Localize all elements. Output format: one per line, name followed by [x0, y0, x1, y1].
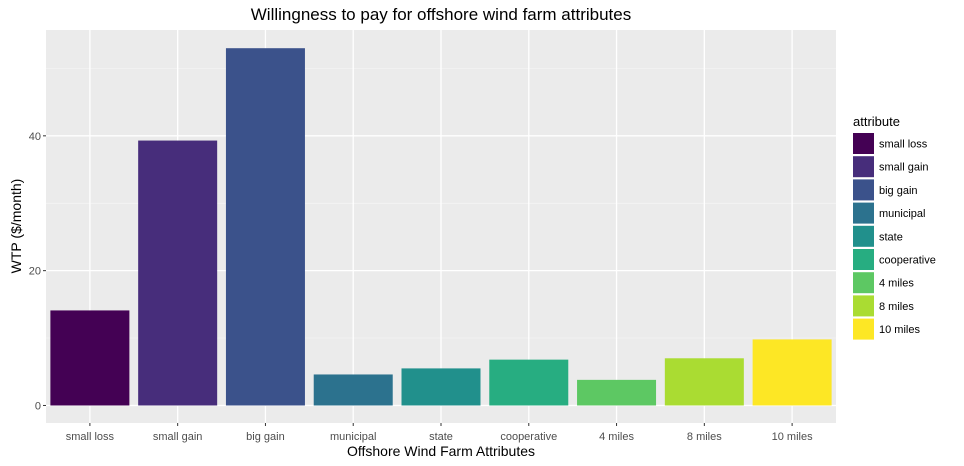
chart-title: Willingness to pay for offshore wind far… [251, 5, 631, 24]
x-axis-ticks: small loss small gain big gain municipal sta… [66, 423, 813, 443]
legend-label: 10 miles [879, 324, 920, 336]
legend-label: municipal [879, 208, 925, 220]
x-axis-title: Offshore Wind Farm Attributes [347, 443, 535, 459]
x-tick-label: 4 miles [599, 431, 634, 443]
bar-municipal [313, 374, 393, 406]
legend: attribute small loss small gain big gain mu… [853, 114, 936, 340]
x-tick-label: state [429, 431, 453, 443]
legend-label: state [879, 231, 903, 243]
bar-10-miles [752, 339, 832, 406]
legend-swatch [853, 249, 874, 270]
bar-8-miles [664, 358, 744, 406]
bar-state [401, 368, 481, 406]
x-tick-label: municipal [330, 431, 376, 443]
x-tick-label: big gain [246, 431, 285, 443]
legend-swatch [853, 156, 874, 178]
bar-big-gain [225, 48, 305, 406]
legend-swatch [853, 202, 874, 224]
y-tick-label: 20 [29, 266, 41, 278]
y-tick-label: 0 [35, 400, 41, 412]
legend-swatch [853, 133, 874, 154]
legend-swatch [853, 179, 874, 201]
x-tick-label: small loss [66, 431, 115, 443]
legend-label: cooperative [879, 255, 936, 267]
legend-swatch [853, 225, 874, 247]
bar-small-gain [138, 140, 218, 406]
y-axis-title: WTP ($/month) [8, 179, 24, 274]
legend-swatch [853, 295, 874, 317]
legend-label: 4 miles [879, 278, 914, 290]
legend-label: small gain [879, 162, 929, 174]
legend-swatch [853, 272, 874, 294]
legend-swatch [853, 318, 874, 340]
bar-small-loss [50, 310, 130, 406]
y-axis-ticks: 0 20 40 [29, 131, 46, 412]
x-tick-label: small gain [153, 431, 203, 443]
legend-label: 8 miles [879, 301, 914, 313]
bars [50, 48, 832, 406]
legend-label: big gain [879, 185, 918, 197]
x-tick-label: cooperative [500, 431, 557, 443]
legend-title: attribute [853, 114, 900, 129]
y-tick-label: 40 [29, 131, 41, 143]
bar-cooperative [489, 359, 569, 406]
x-tick-label: 8 miles [687, 431, 722, 443]
bar-4-miles [577, 379, 657, 406]
legend-label: small loss [879, 139, 928, 151]
x-tick-label: 10 miles [772, 431, 813, 443]
